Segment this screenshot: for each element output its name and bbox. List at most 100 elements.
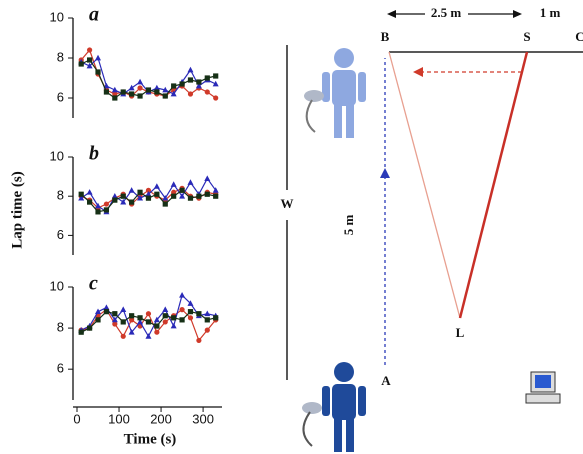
point — [179, 292, 186, 298]
point — [129, 317, 135, 323]
point — [154, 191, 160, 197]
point — [78, 191, 84, 197]
point — [153, 84, 160, 91]
point — [120, 198, 127, 205]
point — [128, 329, 135, 335]
point — [112, 321, 118, 327]
arrow-head — [513, 10, 522, 18]
y-tick-label: 8 — [57, 320, 64, 335]
point — [112, 311, 118, 317]
arrow-head — [380, 168, 390, 178]
y-tick-label: 6 — [57, 89, 64, 104]
point — [204, 310, 211, 317]
point — [120, 333, 126, 339]
point — [187, 195, 194, 201]
point — [137, 318, 144, 325]
point — [154, 329, 160, 335]
point — [103, 89, 110, 95]
point — [111, 316, 118, 323]
y-tick-label: 10 — [50, 278, 64, 293]
point — [187, 66, 194, 73]
x-tick-label: 200 — [150, 411, 172, 426]
point — [86, 189, 93, 195]
point — [204, 317, 210, 323]
point — [137, 315, 143, 321]
point — [129, 313, 135, 319]
point — [154, 323, 160, 329]
point — [170, 322, 177, 329]
panel-label: a — [89, 4, 99, 26]
point — [145, 187, 152, 193]
arrow-head — [413, 67, 423, 77]
point — [112, 95, 118, 101]
point — [196, 311, 202, 317]
point — [213, 73, 219, 79]
point-label: C — [575, 29, 583, 44]
point — [78, 329, 84, 335]
person-dark — [302, 362, 366, 452]
wall-label: W — [281, 196, 294, 211]
point — [120, 89, 126, 95]
point — [95, 209, 101, 215]
diagram: W 2.5 m 1 m 5 m B S C L A — [281, 5, 583, 452]
point — [111, 193, 118, 199]
point — [78, 61, 84, 67]
point — [137, 194, 144, 201]
point — [179, 187, 185, 193]
y-tick-label: 8 — [57, 188, 64, 203]
point — [137, 93, 143, 99]
point — [86, 62, 93, 69]
point — [213, 95, 219, 101]
point — [154, 89, 160, 95]
point — [179, 81, 185, 87]
arrow-head — [387, 10, 396, 18]
path-thick — [458, 51, 529, 319]
y-tick-label: 6 — [57, 361, 64, 376]
point — [145, 191, 152, 197]
path-thin — [388, 51, 461, 319]
point — [204, 327, 210, 333]
point — [129, 199, 135, 205]
point — [213, 193, 219, 199]
point — [162, 194, 169, 201]
point — [162, 201, 168, 207]
x-tick-label: 0 — [73, 411, 80, 426]
point — [212, 187, 219, 193]
point — [170, 90, 177, 97]
point — [103, 304, 110, 310]
point — [103, 201, 110, 207]
point — [171, 83, 177, 89]
point — [120, 319, 126, 325]
point — [171, 189, 177, 195]
point — [111, 86, 118, 93]
point — [213, 315, 219, 321]
point — [196, 337, 202, 344]
point — [212, 80, 219, 87]
point — [137, 78, 144, 85]
point — [153, 183, 160, 189]
point — [179, 193, 186, 199]
point — [204, 191, 210, 197]
point — [153, 316, 160, 323]
x-axis-title: Time (s) — [124, 431, 177, 447]
panel-label: c — [89, 273, 98, 295]
point-label: S — [523, 29, 530, 44]
point — [120, 306, 127, 312]
point — [162, 313, 168, 319]
point — [170, 181, 177, 187]
point — [145, 195, 152, 201]
point — [196, 79, 202, 85]
point — [179, 317, 185, 323]
point — [162, 306, 169, 312]
point — [179, 307, 185, 313]
point-label: B — [381, 29, 390, 44]
y-tick-label: 6 — [57, 227, 64, 242]
y-tick-label: 10 — [50, 148, 64, 163]
point — [204, 175, 211, 181]
point — [112, 91, 118, 97]
point — [162, 86, 169, 93]
point — [87, 199, 93, 205]
point — [171, 315, 177, 321]
point — [78, 194, 85, 201]
